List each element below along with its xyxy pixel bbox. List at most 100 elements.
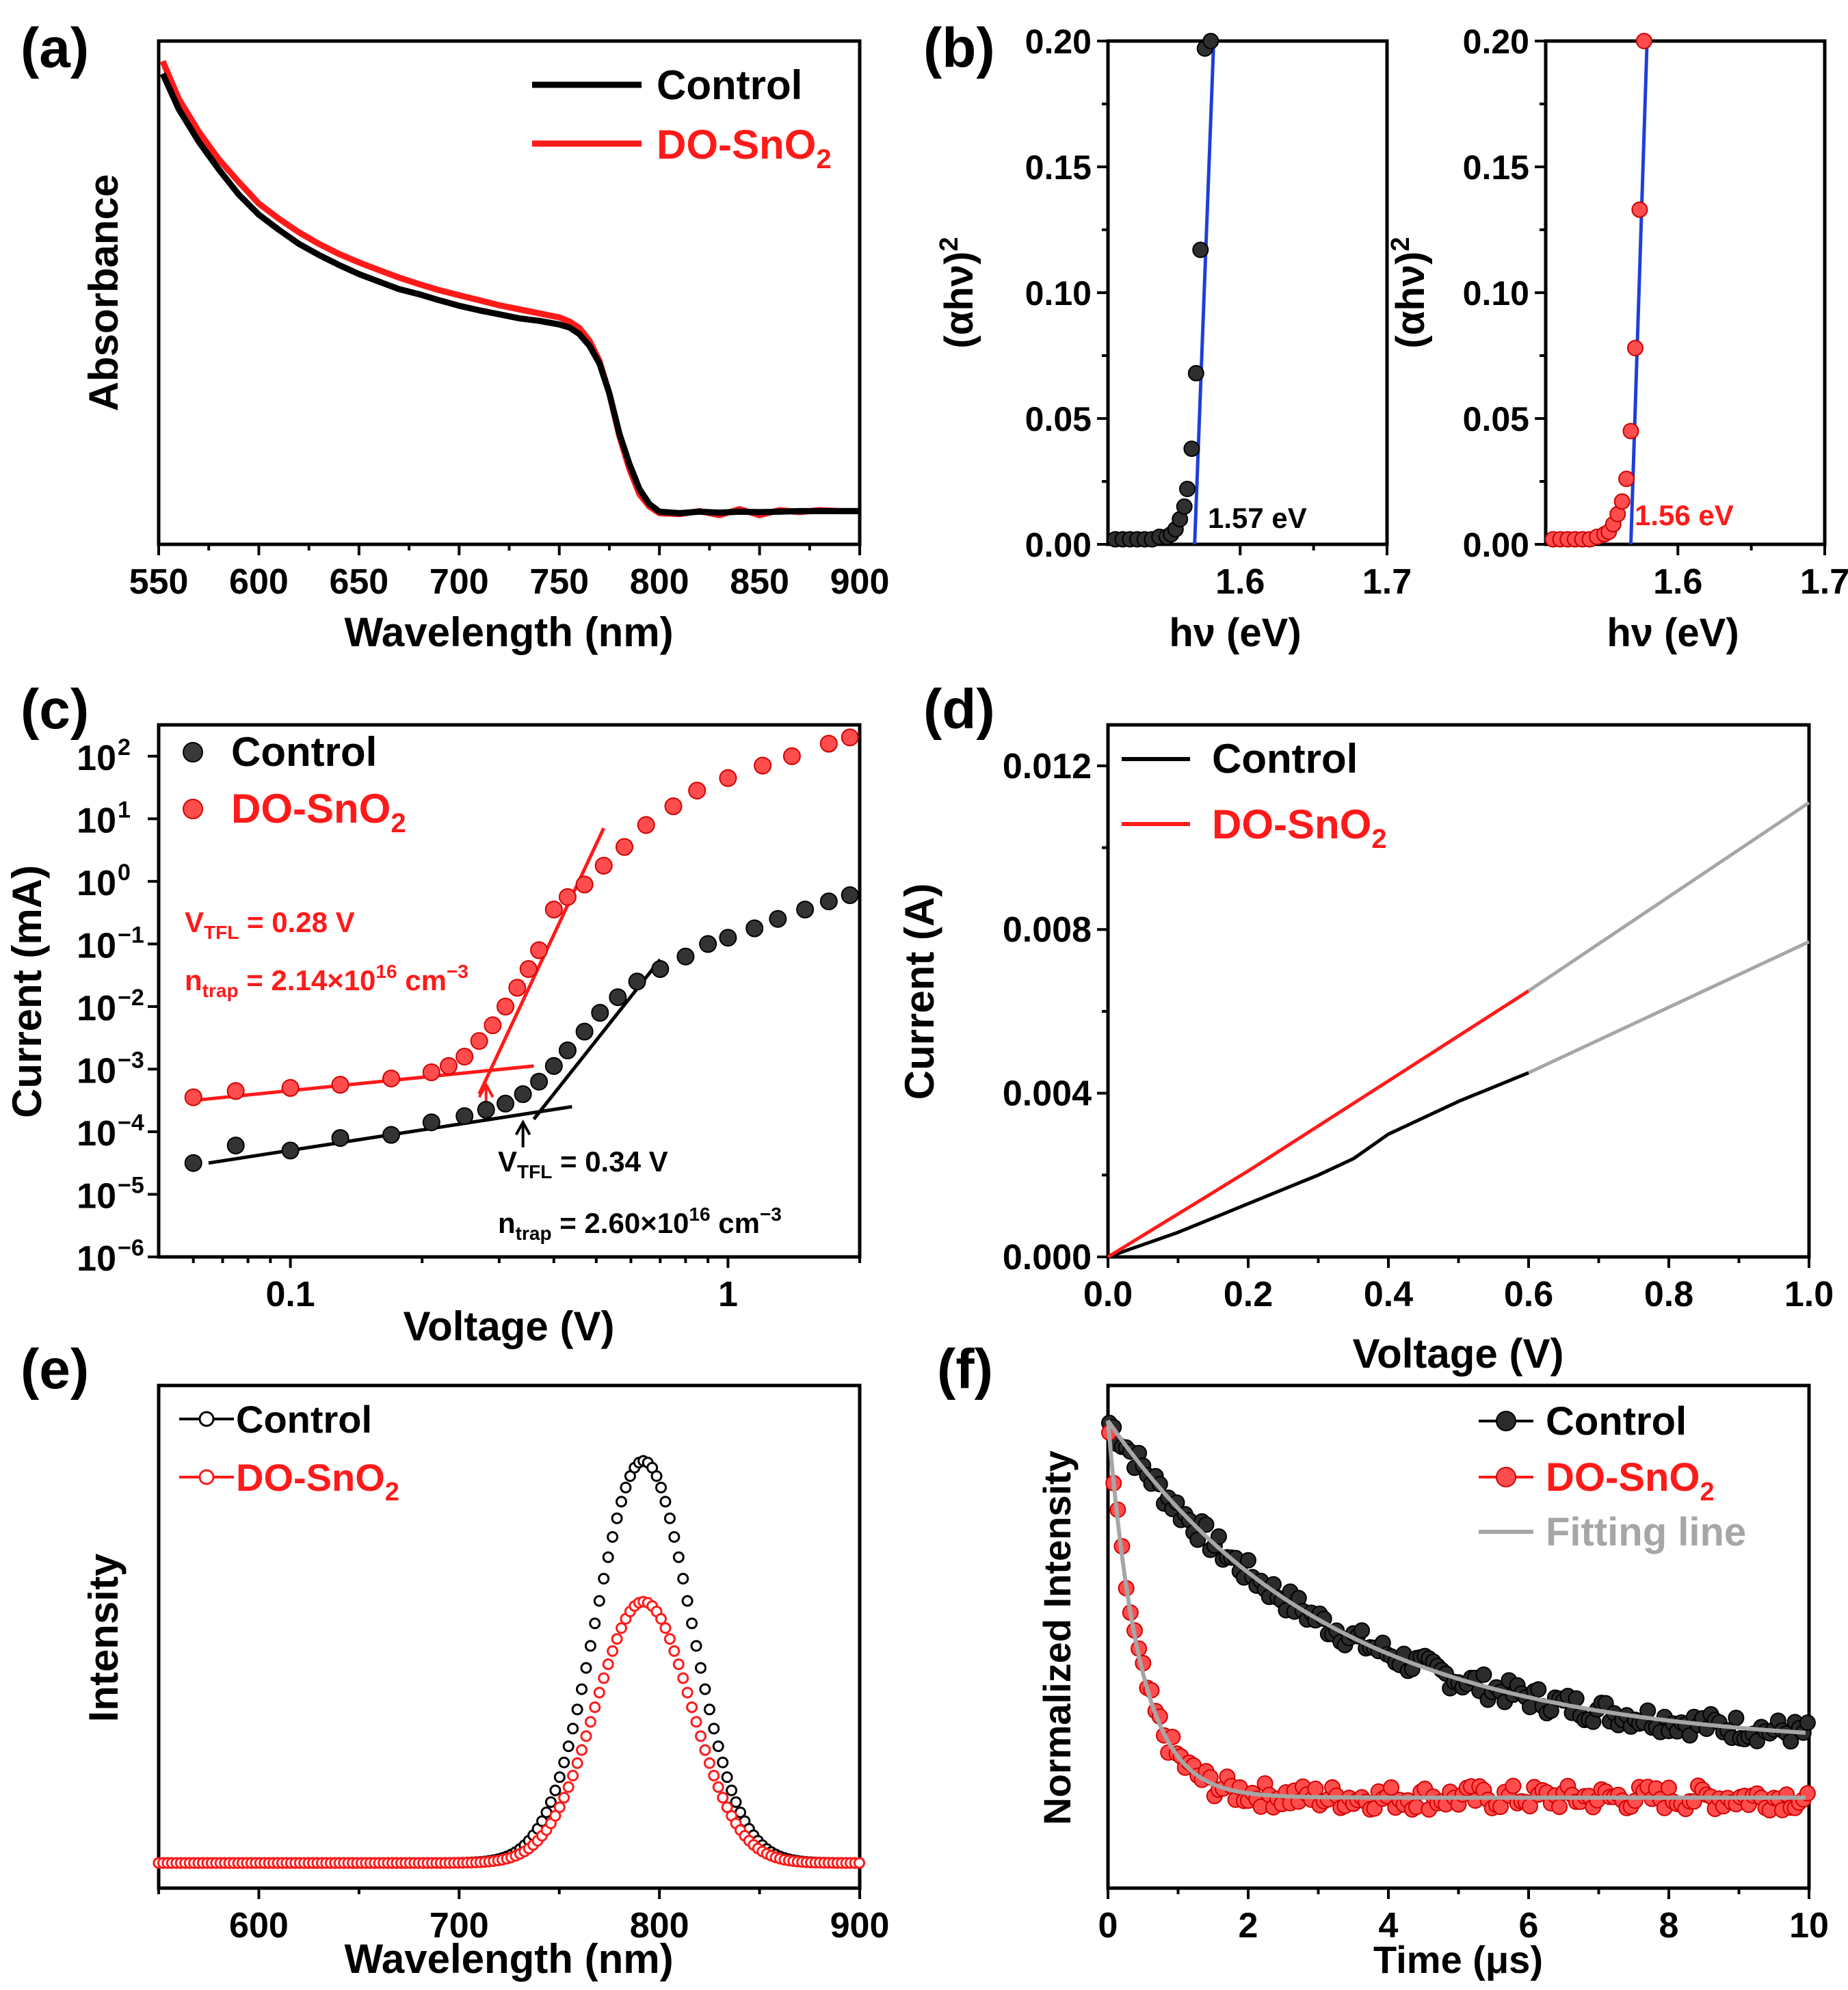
plot-frame-b-right <box>1544 39 1827 546</box>
data-point-c-0 <box>769 910 787 928</box>
legend-label-control-d: Control <box>1212 736 1358 782</box>
y-tick-label-c-3: 10 <box>77 1051 116 1091</box>
vtfl-annotation-control: VTFL = 0.34 V <box>498 1145 668 1182</box>
legend-c: Control DO-SnO2 <box>183 729 406 838</box>
ticks-e: 600 700 800 900 <box>157 1888 889 1946</box>
data-point-e-0 <box>607 1531 619 1543</box>
data-point-c-0 <box>841 886 859 904</box>
data-point-e-1 <box>721 1801 733 1814</box>
y-tick-label-c-8: 10 <box>77 739 116 778</box>
data-point-c-1 <box>530 941 549 959</box>
data-point-c-0 <box>575 1022 594 1041</box>
data-point-e-0 <box>558 1756 570 1768</box>
data-point-e-0 <box>712 1740 724 1753</box>
data-point-e-0 <box>686 1617 698 1630</box>
annotations-c: VTFL = 0.28 V ntrap = 2.14×1016 cm−3 VTF… <box>185 906 782 1244</box>
y-axis-label-b-left: (αhν)2 <box>935 237 981 348</box>
x-tick-label-a-1: 600 <box>229 562 289 602</box>
panel-d: (d) 0.0 0.2 0.4 0.6 0.8 1.00.0000.0040.0080.0… <box>897 678 1834 1377</box>
legend-f: Control DO-SnO2 Fitting line <box>1479 1399 1746 1554</box>
y-tick-exponent-c-7: 1 <box>118 797 131 823</box>
y-tick-exponent-c-5: −1 <box>118 922 144 948</box>
data-point-e-0 <box>690 1640 702 1652</box>
ticks-b-right: 1.6 1.7 0.00 0.05 0.10 0.15 0.20 <box>1463 23 1848 602</box>
ticks-d: 0.0 0.2 0.4 0.6 0.8 1.0 0.000 0.004 0.008 0.012 <box>1003 747 1834 1314</box>
y-tick-label-b-l-0: 0.00 <box>1025 526 1092 564</box>
x-axis-label-e: Wavelength (nm) <box>344 1936 673 1982</box>
legend-d: Control DO-SnO2 <box>1122 736 1387 854</box>
data-point-e-0 <box>655 1481 667 1494</box>
panel-label-c: (c) <box>21 678 89 741</box>
data-point-c-0 <box>281 1141 300 1160</box>
data-point-e-0 <box>730 1796 742 1808</box>
y-tick-label-b-l-4: 0.20 <box>1025 23 1092 61</box>
data-point-f-0 <box>1240 1552 1256 1569</box>
data-point-e-0 <box>580 1662 592 1674</box>
x-axis-label-b-left: hν (eV) <box>1169 611 1301 655</box>
data-point-e-0 <box>562 1740 575 1753</box>
data-point-c-1 <box>184 1088 202 1106</box>
y-tick-exponent-c-8: 2 <box>118 734 131 760</box>
legend-label-control-c: Control <box>231 729 377 775</box>
y-tick-label-b-l-1: 0.05 <box>1025 400 1092 438</box>
x-tick-label-a-4: 750 <box>529 562 589 602</box>
data-point-e-0 <box>677 1573 689 1584</box>
x-tick-label-e-2: 800 <box>630 1906 689 1946</box>
series-line-d-0 <box>1107 1071 1529 1259</box>
y-tick-label-b-l-3: 0.15 <box>1025 148 1092 187</box>
data-point-c-1 <box>331 1076 349 1094</box>
data-point-c-0 <box>591 1004 609 1022</box>
x-tick-label-d-5: 1.0 <box>1784 1275 1834 1314</box>
data-point-e-1 <box>708 1770 720 1781</box>
y-tick-label-c-0: 10 <box>77 1239 116 1279</box>
legend-label-dosno2-c: DO-SnO2 <box>231 786 406 838</box>
x-ticks-a <box>157 544 861 555</box>
panel-a: (a) 550 600 650 700 750 800 850 900 Wavelength … <box>21 17 889 655</box>
data-point-e-0 <box>602 1551 614 1563</box>
data-point-b-r <box>1627 340 1644 356</box>
y-tick-label-c-4: 10 <box>77 989 116 1029</box>
data-point-e-1 <box>571 1757 583 1769</box>
data-point-e-0 <box>571 1703 583 1716</box>
x-tick-label-e-0: 600 <box>229 1906 289 1946</box>
ticks-f: 0 2 4 6 8 10 <box>1098 1888 1829 1946</box>
data-point-b-l <box>1192 241 1209 258</box>
data-point-e-1 <box>602 1658 614 1671</box>
x-tick-label-c-1: 1 <box>718 1275 738 1314</box>
x-axis-label-c: Voltage (V) <box>404 1303 615 1349</box>
fitting-line-f-1 <box>1106 1420 1806 1800</box>
panel-f: (f) 0 2 4 6 8 10 Time (μs) Normalized Intensi… <box>937 1338 1829 1981</box>
data-point-c-1 <box>688 782 707 800</box>
data-point-e-1 <box>562 1781 575 1793</box>
data-point-e-0 <box>576 1683 588 1695</box>
data-point-f-1 <box>1661 1779 1677 1796</box>
data-point-b-r <box>1622 423 1639 440</box>
data-point-f-0 <box>1168 1494 1185 1511</box>
bandgap-annotation-b-right: 1.56 eV <box>1635 499 1734 531</box>
data-point-e-1 <box>558 1792 570 1804</box>
panel-b-right: 1.6 1.7 0.00 0.05 0.10 0.15 0.20 hν (eV) (αhν)… <box>1386 23 1848 655</box>
y-tick-label-b-r-4: 0.20 <box>1463 23 1529 61</box>
data-point-c-1 <box>782 747 801 765</box>
data-point-e-1 <box>668 1645 681 1657</box>
data-point-b-r <box>1635 33 1652 49</box>
data-point-e-1 <box>690 1716 702 1728</box>
ticks-b-left: 1.6 1.7 0.00 0.05 0.10 0.15 0.20 <box>1025 23 1412 602</box>
legend-label-control-e: Control <box>236 1398 372 1441</box>
x-tick-label-a-7: 900 <box>830 562 890 602</box>
legend-label-fitting-f: Fitting line <box>1546 1510 1746 1554</box>
data-point-c-0 <box>544 1057 563 1075</box>
data-point-c-1 <box>754 756 772 775</box>
data-point-c-0 <box>651 960 670 978</box>
data-point-c-0 <box>628 972 646 991</box>
data-point-e-0 <box>584 1640 596 1652</box>
panel-b-left: 1.6 1.7 0.00 0.05 0.10 0.15 0.20 hν (eV) (αhν)… <box>935 23 1412 655</box>
data-point-f-0 <box>1530 1681 1547 1698</box>
y-tick-exponent-c-2: −4 <box>118 1110 144 1136</box>
data-point-e-0 <box>616 1496 627 1508</box>
data-point-e-0 <box>659 1496 672 1508</box>
y-tick-label-c-6: 10 <box>77 864 116 903</box>
fit-tfl-dosno2 <box>477 827 605 1096</box>
